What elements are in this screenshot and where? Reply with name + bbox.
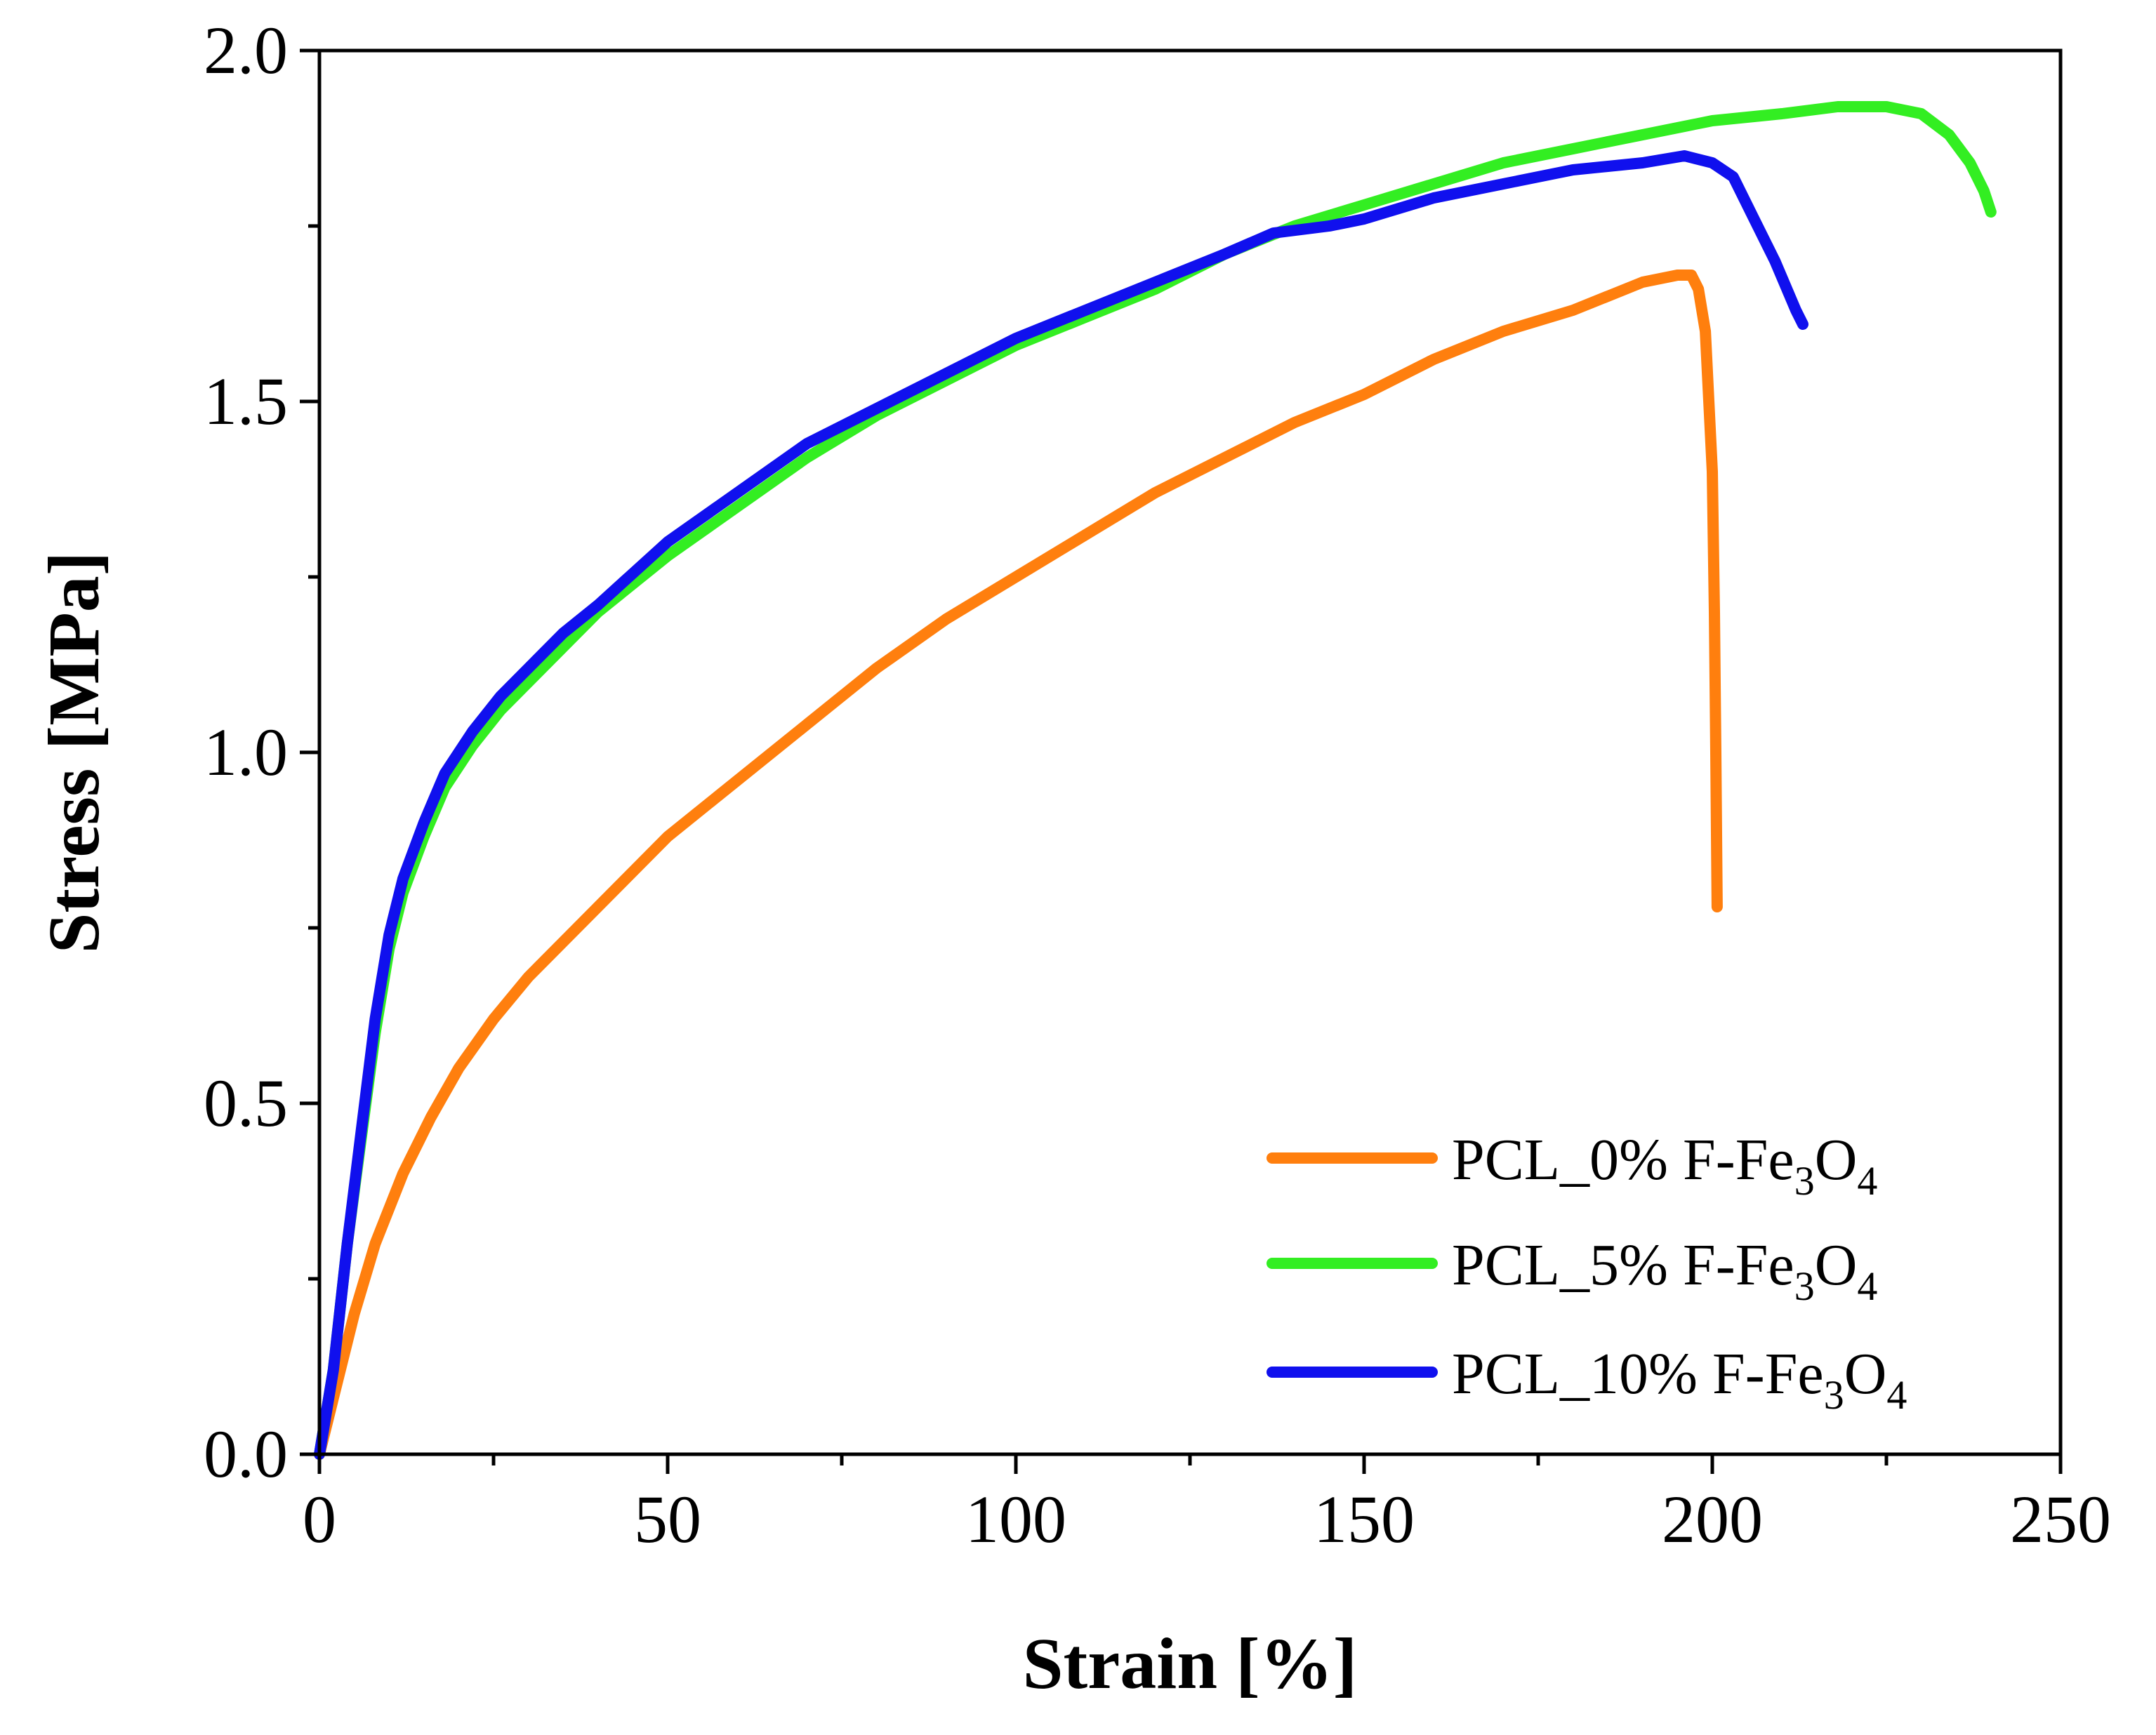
x-tick-label: 50	[634, 1482, 701, 1557]
y-tick-label: 1.5	[204, 364, 288, 439]
legend-label-1: PCL_5% F-Fe3O4	[1452, 1232, 1877, 1309]
x-axis-title: Strain [%]	[1023, 1623, 1358, 1704]
ticks-layer: 0 50 100 150 200 250 0.0 0.5 1.0 1.5 2.0	[204, 13, 2111, 1557]
y-tick-label: 1.0	[204, 714, 288, 790]
y-tick-label: 0.5	[204, 1065, 288, 1141]
legend-label-2: PCL_10% F-Fe3O4	[1452, 1341, 1907, 1418]
x-tick-label: 200	[1662, 1482, 1763, 1557]
legend-label-sub: 4	[1857, 1263, 1877, 1309]
legend-label-sub: 4	[1886, 1372, 1907, 1418]
legend-label-mid: O	[1815, 1127, 1858, 1192]
legend-label-sub: 3	[1794, 1158, 1815, 1204]
legend-label-main: PCL_0% F-Fe	[1452, 1127, 1794, 1192]
plot-frame	[317, 48, 2063, 1456]
legend-label-main: PCL_10% F-Fe	[1452, 1341, 1824, 1407]
y-tick-label: 0.0	[204, 1416, 288, 1491]
legend-label-mid: O	[1815, 1232, 1858, 1298]
legend-label-sub: 3	[1824, 1372, 1844, 1418]
x-tick-label: 100	[965, 1482, 1066, 1557]
series-line-2	[314, 150, 1808, 1460]
legend-label-main: PCL_5% F-Fe	[1452, 1232, 1794, 1298]
legend-label-sub: 3	[1794, 1263, 1815, 1309]
y-tick-label: 2.0	[204, 13, 288, 88]
legend-label-mid: O	[1844, 1341, 1887, 1407]
x-tick-label: 250	[2010, 1482, 2111, 1557]
x-tick-label: 150	[1314, 1482, 1415, 1557]
y-axis-title: Stress [MPa]	[34, 552, 114, 954]
series-layer	[314, 101, 1997, 1460]
series-line-0	[314, 270, 1723, 1460]
x-tick-label: 0	[303, 1482, 336, 1557]
legend-label-sub: 4	[1857, 1158, 1877, 1204]
legend-label-0: PCL_0% F-Fe3O4	[1452, 1127, 1877, 1204]
